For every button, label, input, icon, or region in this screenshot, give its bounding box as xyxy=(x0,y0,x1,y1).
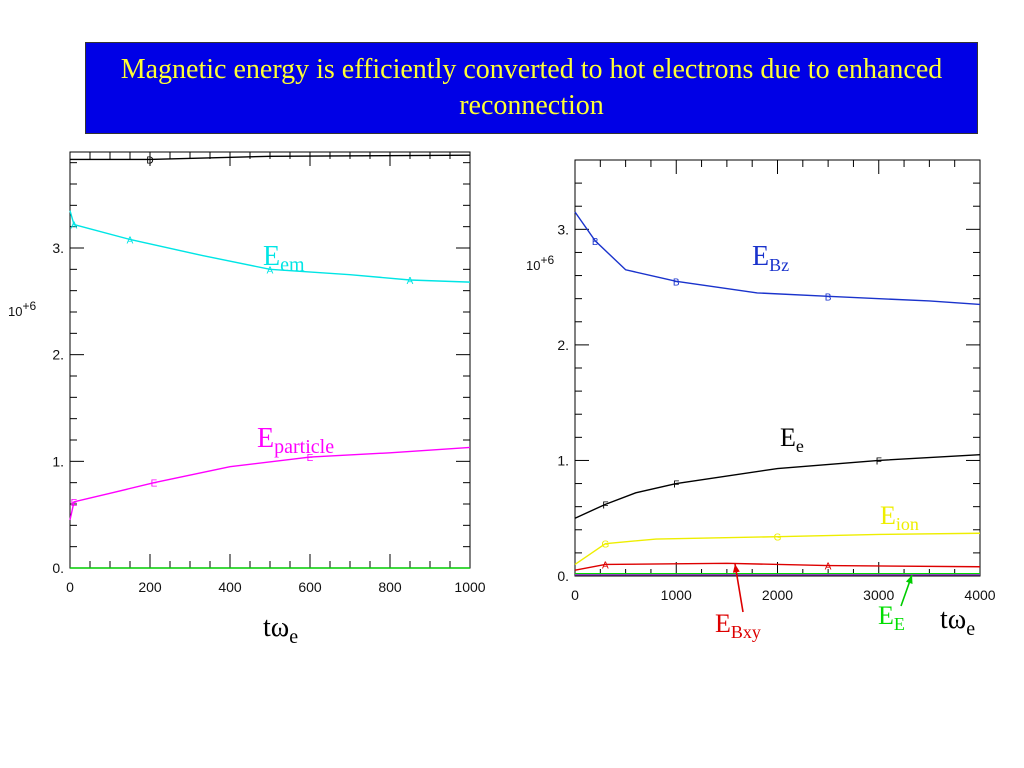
series-line-bxy xyxy=(574,562,981,571)
series-line-ion xyxy=(574,532,981,566)
series-marker-em: A xyxy=(71,221,78,232)
series-line-e xyxy=(574,453,981,519)
series-marker-e: F xyxy=(673,480,679,491)
x-tick-label: 600 xyxy=(298,579,322,595)
y-exponent-label: 10+6 xyxy=(526,253,554,273)
series-marker-e: F xyxy=(602,500,608,511)
annotation-arrowhead xyxy=(732,564,740,573)
x-tick-label: 0 xyxy=(66,579,74,595)
series-label-bxy: EBxy xyxy=(715,609,761,642)
series-label-ee: EE xyxy=(878,601,905,634)
series-marker-em: A xyxy=(267,265,274,276)
y-tick-label: 2. xyxy=(52,347,64,363)
series-marker-em: A xyxy=(407,276,414,287)
series-marker-bz: B xyxy=(825,292,832,303)
x-tick-label: 4000 xyxy=(964,587,995,603)
y-tick-label: 0. xyxy=(52,560,64,576)
x-axis-label: tωe xyxy=(940,604,975,640)
x-axis-label: tωe xyxy=(263,612,298,648)
series-label-em: Eem xyxy=(263,241,305,276)
series-marker-em: A xyxy=(127,235,134,246)
plot-frame xyxy=(69,151,471,569)
series-line-particle xyxy=(69,446,471,521)
series-marker-e: F xyxy=(876,456,882,467)
y-tick-label: 1. xyxy=(557,452,569,468)
series-marker-particle: E xyxy=(71,498,78,509)
annotation-arrowhead xyxy=(905,575,913,584)
series-line-total xyxy=(70,154,471,161)
series-marker-ion: G xyxy=(601,540,609,551)
y-tick-label: 0. xyxy=(557,568,569,584)
series-marker-bz: B xyxy=(673,277,680,288)
x-tick-label: 200 xyxy=(138,579,162,595)
series-marker-ion: G xyxy=(774,533,782,544)
series-label-e: Ee xyxy=(780,423,804,456)
chart-2: 0 1000 2000 3000 4000 0. 1. 2. 3.10+6 B B B EBz F F F Ee… xyxy=(526,159,996,642)
y-tick-label: 2. xyxy=(557,337,569,353)
slide-title-box: Magnetic energy is efficiently converted… xyxy=(85,42,978,134)
series-marker-bxy: A xyxy=(602,560,609,571)
series-marker-bz: B xyxy=(592,237,599,248)
x-tick-label: 800 xyxy=(378,579,402,595)
y-tick-label: 3. xyxy=(52,240,64,256)
series-marker-total: D xyxy=(146,155,153,166)
x-tick-label: 0 xyxy=(571,587,579,603)
series-line-em xyxy=(69,210,471,283)
series-line-bz xyxy=(574,211,981,306)
x-tick-label: 400 xyxy=(218,579,242,595)
slide-title: Magnetic energy is efficiently converted… xyxy=(120,54,943,121)
series-label-particle: Eparticle xyxy=(257,423,334,458)
chart-1: 0 200 400 600 800 10000.1.2.3.10+6DAAAAEemEEE… xyxy=(8,151,486,648)
series-label-ion: Eion xyxy=(880,501,919,534)
y-exponent-label: 10+6 xyxy=(8,299,36,319)
series-marker-particle: E xyxy=(151,479,158,490)
series-marker-particle: E xyxy=(307,453,314,464)
plot-frame xyxy=(574,159,981,577)
y-tick-label: 1. xyxy=(52,453,64,469)
y-tick-label: 3. xyxy=(557,221,569,237)
x-tick-label: 3000 xyxy=(863,587,894,603)
series-label-bz: EBz xyxy=(752,241,789,275)
series-marker-bxy: A xyxy=(825,562,832,573)
x-tick-label: 1000 xyxy=(661,587,692,603)
x-tick-label: 2000 xyxy=(762,587,793,603)
x-tick-label: 1000 xyxy=(454,579,485,595)
